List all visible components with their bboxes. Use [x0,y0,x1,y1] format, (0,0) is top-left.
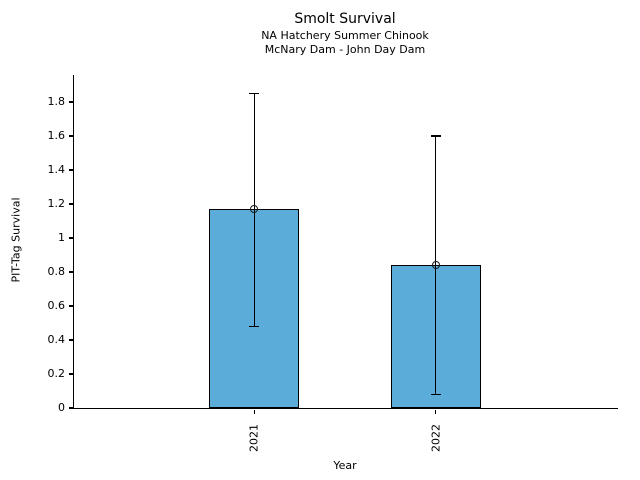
y-tick-mark [68,339,73,341]
y-tick-label: 0 [58,401,65,414]
y-tick-mark [68,407,73,409]
y-tick-mark [68,373,73,375]
error-bar-cap-top [249,92,260,95]
y-tick-mark [68,305,73,307]
y-tick-mark [68,135,73,137]
chart-subtitle-line1: NA Hatchery Summer Chinook [261,29,429,42]
x-tick-label: 2021 [247,424,261,452]
y-tick-label: 1.2 [47,197,66,211]
y-tick-label: 1.6 [47,129,66,143]
x-tick-mark [434,409,437,414]
y-tick-mark [68,203,73,205]
error-bar-cap-bottom [430,393,441,396]
y-tick-label: 1.4 [47,163,66,177]
y-tick-mark [68,101,73,103]
point-marker [431,261,440,270]
x-tick-label: 2022 [429,424,443,452]
y-tick-mark [68,237,73,239]
x-axis-label: Year [333,459,357,472]
error-bar-cap-top [430,135,441,137]
y-tick-label: 0.8 [47,265,66,279]
point-marker [250,205,259,214]
chart-subtitle-line2: McNary Dam - John Day Dam [264,43,426,56]
y-tick-label: 0.2 [47,367,66,381]
y-tick-mark [68,271,73,273]
y-tick-mark [68,169,73,171]
chart-title: Smolt Survival [294,11,396,27]
y-tick-label: 1 [58,231,65,245]
error-bar-cap-bottom [249,325,260,328]
x-tick-mark [253,409,256,414]
y-axis-label: PIT-Tag Survival [9,197,23,283]
y-tick-label: 1.8 [47,95,66,109]
y-tick-label: 0.6 [47,299,66,313]
plot-area [73,75,618,409]
y-tick-label: 0.4 [47,333,66,347]
